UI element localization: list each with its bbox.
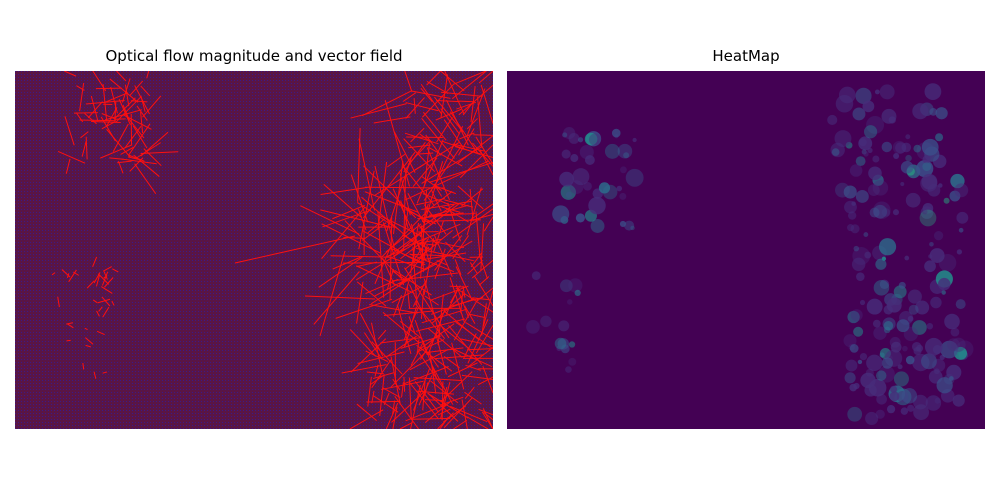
heatmap-blobs — [526, 83, 974, 426]
heatmap-background — [507, 71, 985, 429]
right-panel-title: HeatMap — [712, 47, 780, 65]
left-panel-title: Optical flow magnitude and vector field — [105, 47, 403, 65]
flow-vectors — [51, 71, 493, 429]
optical-flow-image — [15, 71, 493, 429]
heatmap-image — [507, 71, 985, 429]
